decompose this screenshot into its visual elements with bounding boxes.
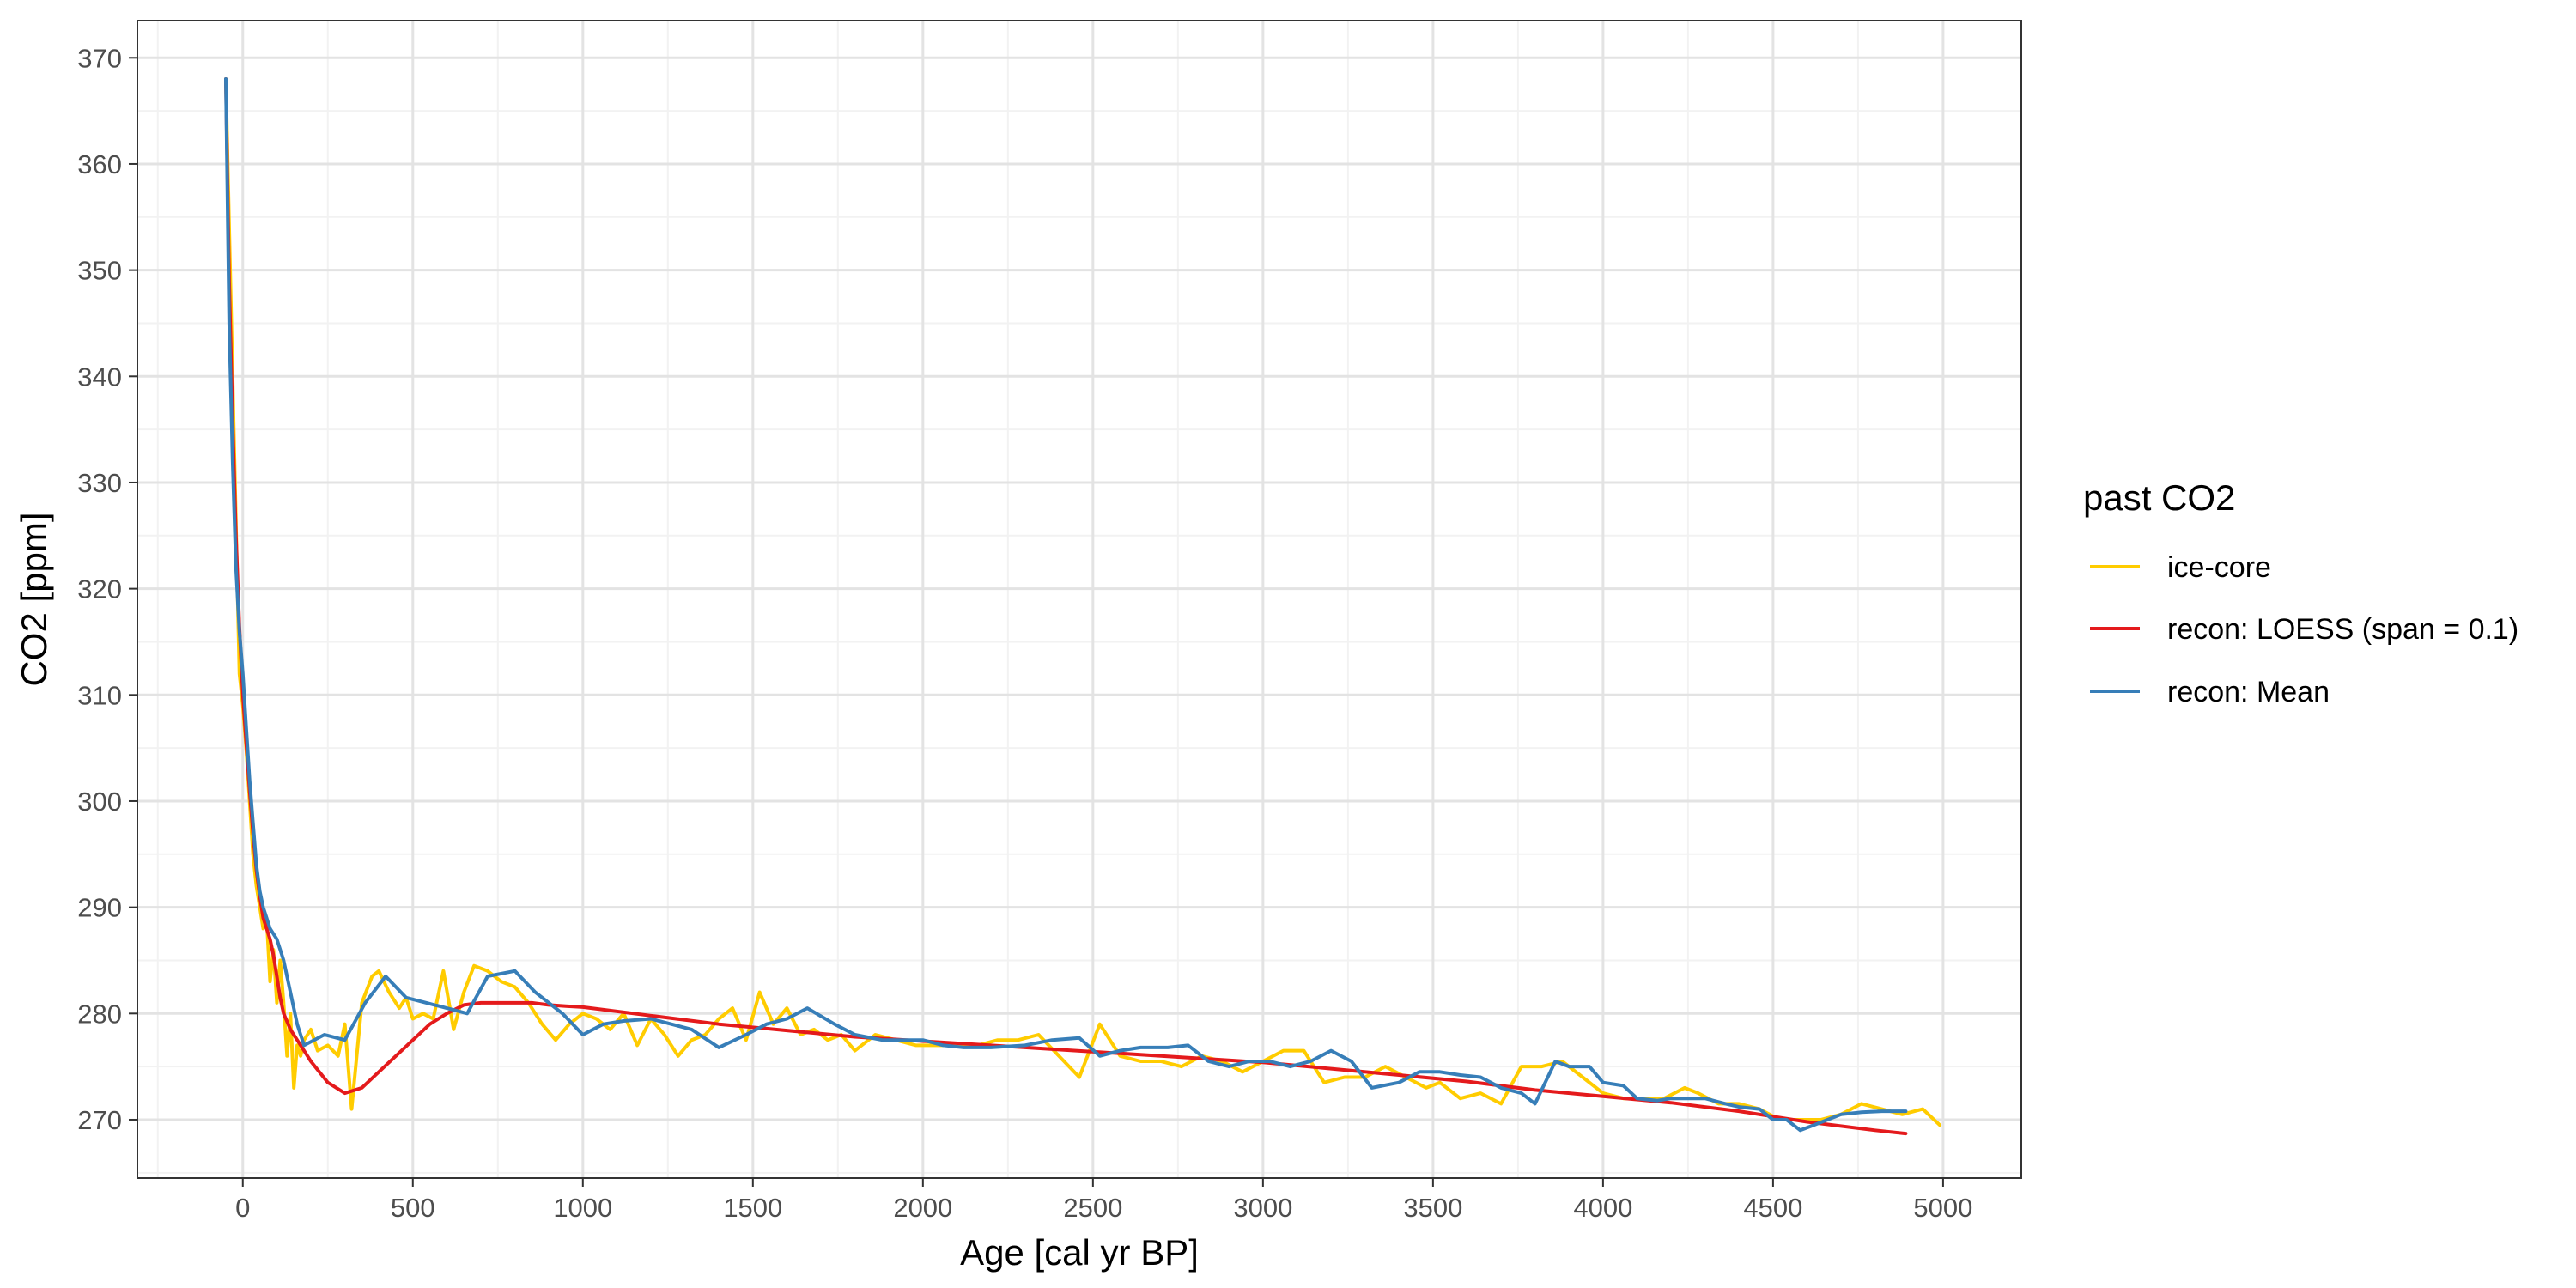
legend: past CO2 ice-core recon: LOESS (span = 0… xyxy=(2083,477,2518,708)
y-tick-label: 290 xyxy=(77,893,122,923)
series-line-0 xyxy=(224,77,1941,1127)
y-tick-label: 270 xyxy=(77,1105,122,1135)
legend-item-ice-core: ice-core xyxy=(2090,551,2271,584)
x-tick-label: 3500 xyxy=(1403,1193,1462,1223)
x-tick-label: 500 xyxy=(391,1193,435,1223)
y-tick-label: 330 xyxy=(77,468,122,498)
y-tick-label: 320 xyxy=(77,574,122,605)
y-tick-label: 280 xyxy=(77,999,122,1029)
x-tick-label: 1000 xyxy=(553,1193,612,1223)
x-tick-label: 2500 xyxy=(1063,1193,1122,1223)
grid-major xyxy=(137,21,2021,1178)
x-tick-label: 1500 xyxy=(723,1193,782,1223)
legend-label-loess: recon: LOESS (span = 0.1) xyxy=(2167,613,2518,646)
x-tick-label: 5000 xyxy=(1913,1193,1972,1223)
y-axis-title: CO2 [ppm] xyxy=(14,512,54,686)
y-tick-label: 310 xyxy=(77,680,122,710)
legend-title: past CO2 xyxy=(2083,477,2235,518)
x-tick-label: 0 xyxy=(235,1193,250,1223)
legend-label-mean: recon: Mean xyxy=(2167,676,2330,708)
x-tick-label: 4500 xyxy=(1743,1193,1802,1223)
series-layer xyxy=(224,77,1941,1136)
legend-label-ice-core: ice-core xyxy=(2167,551,2271,584)
x-tick-label: 2000 xyxy=(893,1193,952,1223)
y-tick-label: 340 xyxy=(77,361,122,392)
y-axis: 270 280 290 300 310 320 330 340 350 360 370 xyxy=(77,43,137,1135)
legend-item-loess: recon: LOESS (span = 0.1) xyxy=(2090,613,2518,646)
plot-border xyxy=(137,20,2022,1179)
x-tick-label: 3000 xyxy=(1233,1193,1292,1223)
y-tick-label: 300 xyxy=(77,787,122,817)
y-tick-label: 350 xyxy=(77,256,122,286)
x-tick-label: 4000 xyxy=(1573,1193,1632,1223)
grid-minor xyxy=(137,21,2021,1178)
y-tick-label: 370 xyxy=(77,43,122,73)
x-axis: 0 500 1000 1500 2000 2500 3000 3500 4000 4500 5000 xyxy=(235,1178,1972,1223)
y-tick-label: 360 xyxy=(77,149,122,179)
series-line-2 xyxy=(224,77,1908,1133)
legend-item-mean: recon: Mean xyxy=(2090,676,2330,708)
plot-background xyxy=(137,21,2021,1178)
x-axis-title: Age [cal yr BP] xyxy=(960,1232,1199,1273)
